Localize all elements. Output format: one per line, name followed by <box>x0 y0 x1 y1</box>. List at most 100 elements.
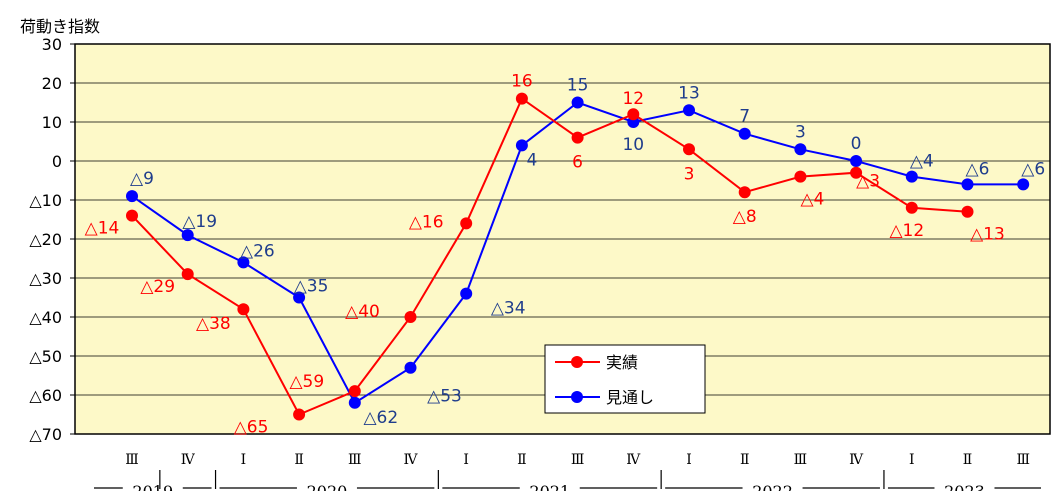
year-label: 2021 <box>529 482 570 491</box>
y-tick-label: 0 <box>52 152 62 171</box>
quarter-tick-label: Ⅲ <box>794 452 808 468</box>
series-0-point <box>571 131 584 144</box>
series-1-data-label: 0 <box>851 134 862 154</box>
series-0-point <box>627 108 640 121</box>
quarter-tick-label: Ⅱ <box>517 452 527 468</box>
quarter-tick-label: Ⅰ <box>463 452 469 468</box>
series-0-point <box>794 170 807 183</box>
legend: 実績 見通し <box>544 344 706 414</box>
series-1-data-label: 3 <box>795 122 806 142</box>
data-labels: △14 △29 △38 △65 △59 △40 △16 16 6 12 3 △8 △4 △3 △12 △13 △… <box>85 72 1046 438</box>
series-1-data-label: △9 <box>130 169 154 189</box>
legend-marker-forecast <box>571 391 583 403</box>
series-1-point <box>905 170 918 183</box>
y-tick-label: △40 <box>29 308 62 327</box>
series-0-data-label: △29 <box>140 277 175 297</box>
quarter-tick-label: Ⅱ <box>963 452 973 468</box>
y-tick-label: △20 <box>29 230 62 249</box>
series-0-data-label: △16 <box>409 212 444 232</box>
x-axis: Ⅲ Ⅳ Ⅰ Ⅱ Ⅲ Ⅳ Ⅰ Ⅱ Ⅲ Ⅳ Ⅰ Ⅱ Ⅲ Ⅳ Ⅰ Ⅱ Ⅲ 2019 2020 2021 2022 2023 <box>94 452 1041 491</box>
legend-marker-actual <box>571 356 583 368</box>
series-1-point <box>850 155 863 167</box>
series-0-point <box>460 217 473 230</box>
legend-label-actual: 実績 <box>606 353 638 372</box>
series-1-data-label: △53 <box>427 387 462 407</box>
series-0-data-label: 6 <box>572 153 583 173</box>
quarter-tick-label: Ⅳ <box>849 452 864 468</box>
series-1-data-label: △6 <box>1021 159 1045 179</box>
series-1-data-label: 7 <box>739 107 750 127</box>
series-line-0 <box>131 97 968 416</box>
series-1-point <box>237 256 250 269</box>
series-1-data-label: 15 <box>567 76 589 96</box>
quarter-tick-label: Ⅲ <box>571 452 585 468</box>
series-1-point <box>738 127 751 140</box>
series-0-point <box>850 166 863 179</box>
series-1-point <box>348 396 361 409</box>
quarter-tick-label: Ⅰ <box>241 452 247 468</box>
series-1-point <box>961 178 974 191</box>
series-1-point <box>293 291 306 304</box>
series-1-data-label: △4 <box>910 152 934 172</box>
series-1-data-label: △35 <box>294 277 329 297</box>
series-0-point <box>348 385 361 398</box>
series-0-point <box>738 186 751 199</box>
y-tick-label: △10 <box>29 191 62 210</box>
series-0-data-label: 16 <box>511 72 533 92</box>
y-tick-label: △70 <box>29 425 62 444</box>
series-0-data-label: △12 <box>889 221 924 241</box>
y-tick-label: △50 <box>29 347 62 366</box>
series-1-data-label: △26 <box>240 241 275 261</box>
series-0-data-label: 12 <box>622 89 644 109</box>
y-tick-label: △60 <box>29 386 62 405</box>
series-1-point <box>126 190 138 203</box>
series-0-point <box>961 205 974 218</box>
quarter-tick-label: Ⅳ <box>181 452 196 468</box>
series-0-point <box>404 311 417 323</box>
series-1-data-label: △6 <box>966 159 990 179</box>
series-0-data-label: △3 <box>856 172 880 192</box>
quarter-tick-label: Ⅳ <box>404 452 419 468</box>
series-1-point <box>683 104 695 117</box>
series-0-data-label: △13 <box>970 225 1005 245</box>
series-0-data-label: △8 <box>733 207 757 227</box>
year-label: 2023 <box>944 482 985 491</box>
series-0-data-label: △40 <box>345 302 380 322</box>
series-1-point <box>794 143 807 156</box>
series-0-point <box>683 143 695 156</box>
series-0-point <box>237 303 250 316</box>
quarter-tick-label: Ⅲ <box>348 452 362 468</box>
series-0-data-label: △38 <box>196 314 231 334</box>
series-1-point <box>515 139 528 152</box>
legend-label-forecast: 見通し <box>606 388 654 407</box>
series-1-point <box>571 96 584 109</box>
series-1-point <box>1017 178 1030 191</box>
legend-box <box>544 344 706 414</box>
y-tick-label: 30 <box>42 35 62 54</box>
series-1-point <box>460 287 473 300</box>
quarter-tick-label: Ⅲ <box>125 452 139 468</box>
series-1-data-label: 13 <box>678 83 700 103</box>
series-1-point <box>404 361 417 374</box>
quarter-tick-label: Ⅰ <box>909 452 915 468</box>
y-axis-title: 荷動き指数 <box>20 17 100 36</box>
quarter-tick-label: Ⅲ <box>1016 452 1030 468</box>
series-1-data-label: △62 <box>363 408 398 428</box>
series-0-point <box>515 92 528 105</box>
series-0-point <box>905 201 918 214</box>
series-0-data-label: △65 <box>234 418 269 438</box>
year-label: 2019 <box>132 482 173 491</box>
y-tick-label: 20 <box>42 74 62 93</box>
year-label: 2022 <box>752 482 793 491</box>
series-0-data-label: △14 <box>85 219 120 239</box>
quarter-tick-label: Ⅱ <box>294 452 304 468</box>
series-1-data-label: 4 <box>526 150 537 170</box>
series-0-data-label: △59 <box>289 372 324 392</box>
y-tick-label: △30 <box>29 269 62 288</box>
series-1-data-label: △34 <box>491 299 526 319</box>
quarter-tick-label: Ⅰ <box>686 452 692 468</box>
series-0-point <box>293 408 306 421</box>
series-0-data-label: 3 <box>684 164 695 184</box>
series-layer <box>126 92 1030 421</box>
